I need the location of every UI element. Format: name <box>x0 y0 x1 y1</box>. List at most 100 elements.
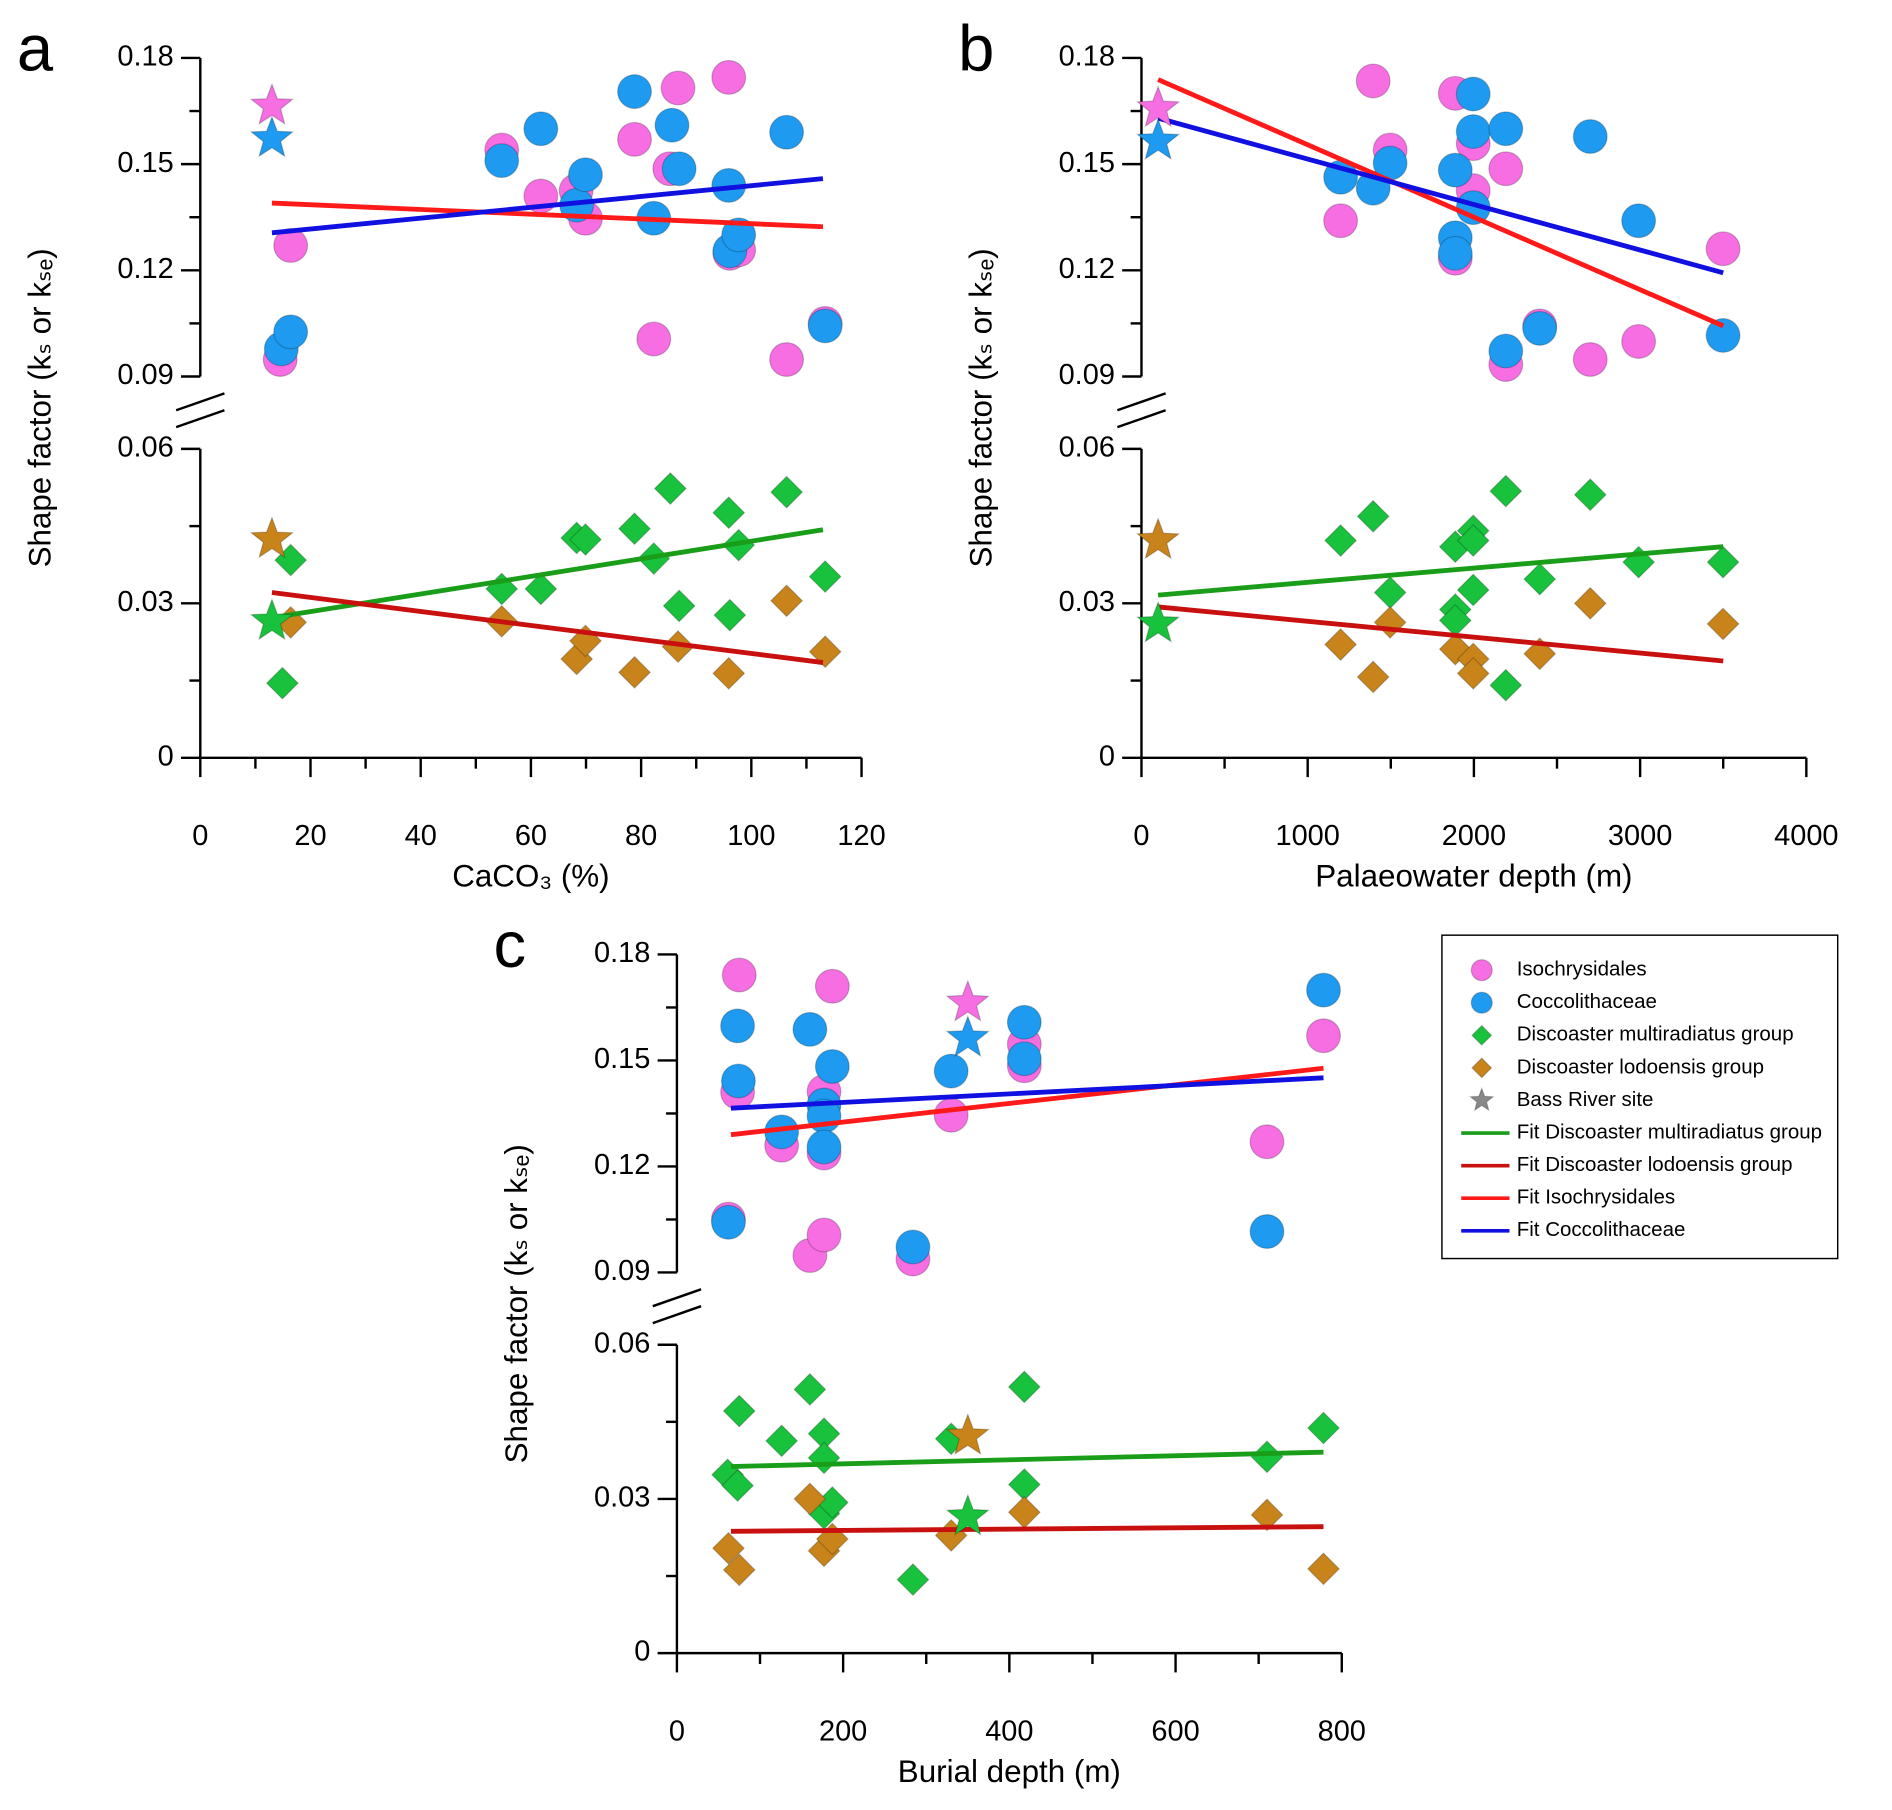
y-axis-label: Shape factor (kₛ or kₛₑ) <box>23 248 58 567</box>
star-point <box>249 597 295 641</box>
y-tick-label: 0.18 <box>117 41 173 73</box>
y-axis-label: Shape factor (kₛ or kₛₑ) <box>964 248 999 567</box>
x-axis-label: Burial depth (m) <box>898 1754 1121 1789</box>
point <box>1249 1213 1285 1249</box>
point <box>1455 76 1491 112</box>
star-point <box>1135 517 1181 560</box>
point <box>806 1129 842 1165</box>
star-point <box>945 1493 991 1536</box>
x-tick-label: 100 <box>727 820 775 852</box>
x-tick-label: 0 <box>669 1715 685 1747</box>
axis-break <box>652 1288 702 1308</box>
point <box>1572 119 1608 155</box>
point <box>1305 972 1341 1008</box>
point <box>1471 1057 1493 1079</box>
fit-line <box>1157 115 1724 276</box>
point <box>721 217 757 253</box>
point <box>1489 474 1523 508</box>
point <box>1306 1411 1341 1445</box>
point <box>1488 333 1524 369</box>
star-point <box>249 82 295 126</box>
y-tick-label: 0.15 <box>594 1043 650 1075</box>
point <box>1488 151 1524 187</box>
point <box>712 496 746 530</box>
point <box>524 572 558 606</box>
point <box>722 1394 756 1428</box>
star-point <box>945 1412 991 1456</box>
y-tick-label: 0.12 <box>1059 253 1115 285</box>
y-tick-label: 0.06 <box>1059 432 1115 464</box>
point <box>653 471 687 506</box>
point <box>1250 1440 1284 1474</box>
axis-break <box>652 1305 702 1325</box>
legend-label: Discoaster lodoensis group <box>1517 1055 1764 1078</box>
y-tick-label: 0.09 <box>1059 359 1115 391</box>
fit-line <box>1157 77 1725 329</box>
point <box>712 656 746 690</box>
fit-line <box>730 1449 1324 1469</box>
y-tick-label: 0.03 <box>594 1482 650 1514</box>
point <box>661 151 697 187</box>
point <box>808 560 842 594</box>
point <box>1705 231 1741 267</box>
x-tick-label: 1000 <box>1276 820 1340 852</box>
star-point <box>249 516 295 559</box>
point <box>806 1217 842 1253</box>
point <box>769 342 805 378</box>
legend-label: Discoaster multiradiatus group <box>1517 1023 1794 1046</box>
y-tick-label: 0.03 <box>117 586 173 618</box>
point <box>636 321 672 357</box>
y-tick-label: 0.12 <box>594 1149 650 1181</box>
legend: Isochrysidales Coccolithaceae Discoaster m… <box>1441 934 1839 1260</box>
fit-line <box>1157 544 1724 598</box>
legend-label: Fit Coccolithaceae <box>1517 1218 1686 1241</box>
point <box>710 1204 746 1240</box>
point <box>1373 605 1407 639</box>
point <box>770 584 804 618</box>
point <box>793 1372 827 1406</box>
point <box>1523 562 1557 596</box>
point <box>273 314 309 350</box>
point <box>1324 523 1358 558</box>
point <box>567 157 603 193</box>
point <box>1324 627 1358 662</box>
point <box>1488 111 1524 147</box>
x-tick-label: 4000 <box>1774 820 1838 852</box>
point <box>1373 575 1407 610</box>
point <box>1355 63 1391 99</box>
x-tick-label: 60 <box>515 820 547 852</box>
point <box>660 70 696 106</box>
x-axis-label: CaCO₃ (%) <box>452 859 609 894</box>
point <box>1306 1552 1341 1586</box>
point <box>793 1482 827 1516</box>
axis-break <box>1116 409 1167 429</box>
point <box>814 1048 850 1084</box>
point <box>807 308 843 344</box>
point <box>1007 1467 1041 1502</box>
y-tick-label: 0.18 <box>1059 41 1115 73</box>
x-tick-label: 400 <box>985 1715 1033 1747</box>
star-point <box>1135 85 1181 128</box>
point <box>713 598 747 632</box>
axis-break <box>175 409 225 429</box>
y-tick-label: 0.09 <box>594 1255 650 1287</box>
point <box>814 968 850 1004</box>
point <box>662 589 696 623</box>
point <box>1007 1495 1041 1529</box>
point <box>654 107 690 143</box>
fit-line <box>271 200 824 230</box>
star-point <box>249 115 295 158</box>
point <box>484 143 520 179</box>
point <box>1356 660 1390 694</box>
point <box>1621 203 1657 239</box>
legend-label: Bass River site <box>1517 1088 1654 1111</box>
y-axis-label: Shape factor (kₛ or kₛₑ) <box>499 1144 534 1463</box>
point <box>523 111 559 147</box>
star-point <box>945 979 991 1022</box>
fit-line <box>730 1075 1324 1111</box>
y-tick-label: 0.12 <box>117 253 173 285</box>
legend-box <box>1441 934 1839 1260</box>
fit-line <box>271 590 824 665</box>
x-tick-label: 40 <box>405 820 437 852</box>
